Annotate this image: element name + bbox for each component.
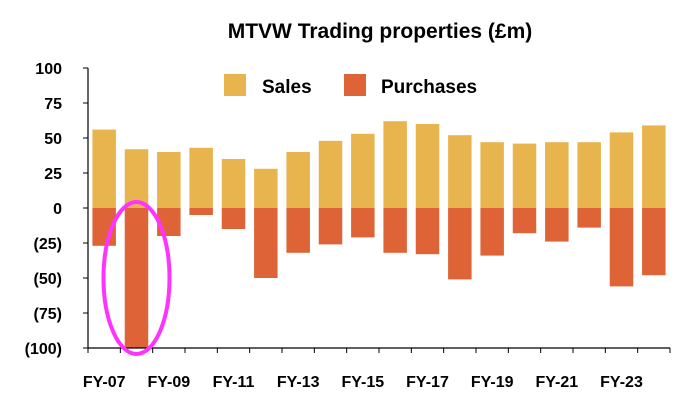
x-tick-label: FY-17	[406, 374, 449, 391]
x-tick-label: FY-15	[341, 374, 384, 391]
legend-label-purchases: Purchases	[381, 77, 477, 98]
bar-sales-fy-18	[448, 135, 472, 208]
x-tick-label: FY-19	[471, 374, 514, 391]
bar-sales-fy-16	[383, 121, 407, 208]
bar-purchases-fy-24	[642, 208, 666, 276]
bar-purchases-fy-15	[351, 208, 375, 238]
bar-sales-fy-17	[415, 124, 440, 208]
bar-sales-fy-19	[480, 142, 504, 208]
bar-purchases-fy-22	[577, 208, 601, 228]
x-tick-label: FY-21	[535, 374, 578, 391]
y-tick-label: 25	[44, 166, 62, 183]
bar-sales-fy-14	[318, 140, 343, 208]
legend-label-sales: Sales	[262, 77, 312, 98]
y-tick-label: (100)	[25, 341, 62, 358]
bar-sales-fy-07	[92, 129, 116, 208]
bar-purchases-fy-11	[221, 208, 246, 229]
bar-purchases-fy-08	[124, 208, 149, 348]
x-tick-label: FY-07	[83, 374, 126, 391]
legend: Sales Purchases	[224, 74, 477, 98]
highlight-ellipse	[101, 200, 172, 356]
y-tick-label: 0	[53, 201, 62, 218]
bar-purchases-fy-14	[318, 208, 343, 245]
bar-sales-fy-13	[286, 152, 310, 208]
annotation-group	[101, 200, 172, 356]
x-tick-label: FY-13	[277, 374, 320, 391]
bar-purchases-fy-20	[512, 208, 537, 234]
y-tick-label: 100	[35, 61, 62, 78]
bar-sales-fy-20	[512, 143, 537, 208]
bar-sales-fy-10	[189, 147, 213, 208]
bar-sales-fy-11	[221, 159, 246, 208]
bar-purchases-fy-12	[254, 208, 278, 278]
bar-sales-fy-23	[609, 132, 634, 208]
axes-group: 100 75 50 25 0 (25) (50) (75) (100) FY-07 FY-09 FY-…	[25, 61, 671, 391]
bar-purchases-fy-17	[415, 208, 440, 255]
bar-sales-fy-24	[642, 125, 666, 208]
legend-swatch-sales	[224, 74, 246, 96]
bar-purchases-fy-18	[448, 208, 472, 280]
bar-purchases-fy-19	[480, 208, 504, 256]
x-tick-label: FY-23	[600, 374, 643, 391]
bar-purchases-fy-23	[609, 208, 634, 287]
y-tick-label: (75)	[34, 306, 62, 323]
bar-sales-fy-09	[157, 152, 181, 208]
bar-purchases-fy-21	[545, 208, 569, 242]
bar-sales-fy-15	[351, 133, 375, 208]
bar-sales-fy-12	[254, 168, 278, 208]
y-tick-label: (50)	[34, 271, 62, 288]
bar-purchases-fy-13	[286, 208, 310, 253]
y-tick-label: (25)	[34, 236, 62, 253]
bar-sales-fy-22	[577, 142, 601, 208]
bar-purchases-fy-16	[383, 208, 407, 253]
bar-purchases-fy-10	[189, 208, 213, 215]
y-tick-label: 50	[44, 131, 62, 148]
x-tick-label: FY-09	[147, 374, 190, 391]
bars-group	[92, 121, 666, 348]
legend-swatch-purchases	[344, 74, 366, 96]
y-tick-label: 75	[44, 96, 62, 113]
chart-title: MTVW Trading properties (£m)	[228, 20, 533, 43]
bar-sales-fy-08	[124, 149, 149, 208]
x-tick-label: FY-11	[213, 374, 255, 391]
bar-sales-fy-21	[545, 142, 569, 208]
